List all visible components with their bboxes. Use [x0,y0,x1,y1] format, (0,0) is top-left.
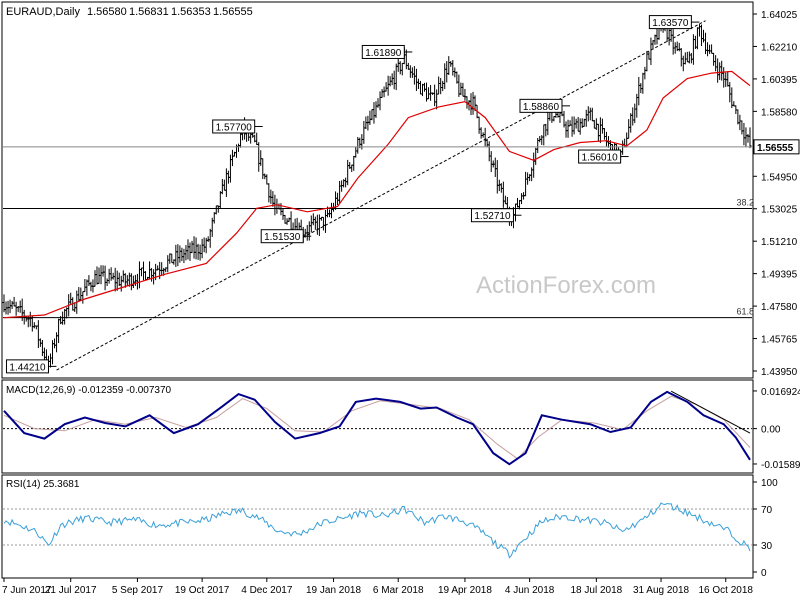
fib-label: 61.8 [736,307,754,317]
watermark: ActionForex.com [476,272,656,299]
price-callout-box [519,98,563,113]
macd-indicator: 0.016924 0.00 -0.01589 [3,387,800,471]
chart-symbol: EURAUD,Daily [6,6,80,18]
date-tick-label: 4 Jun 2018 [505,585,555,596]
macd-trendline [670,390,751,434]
price-callout-text: 1.51530 [264,232,301,243]
price-callout-text: 1.44210 [9,362,46,373]
macd-tick-label: -0.01589 [761,460,800,471]
price-callout-text: 1.61890 [365,48,402,59]
price-callout-box [578,149,622,164]
price-bar [748,127,752,149]
rsi-line [3,502,751,559]
ohlc-high: 1.56831 [129,6,169,18]
price-trendline [56,20,706,371]
price-tick-label: 1.58580 [761,107,798,118]
price-callout: 1.52710 [470,208,522,223]
price-tick-label: 1.45765 [761,335,798,346]
date-tick-label: 18 Jul 2018 [570,585,622,596]
ascending-trendline [56,20,706,371]
ohlc-open: 1.56580 [87,6,127,18]
date-tick-label: 21 Jul 2017 [45,585,97,596]
price-callout: 1.63570 [648,15,700,30]
price-callout: 1.44210 [5,359,57,374]
price-tick-label: 1.47580 [761,302,798,313]
price-tick-label: 1.62210 [761,42,798,53]
macd-title: MACD(12,26,9) -0.012359 -0.007370 [6,385,172,396]
rsi-tick-label: 100 [761,478,778,489]
ohlc-low: 1.56353 [171,6,211,18]
rsi-tick-label: 70 [761,505,773,516]
current-price: 1.56555 [3,139,800,155]
macd-main-line [3,390,751,466]
rsi-tick-label: 30 [761,541,773,552]
price-bars [2,15,752,371]
price-labels: 1.44210 1.57700 1.51530 1.61890 1.52710 1.588… [5,15,700,374]
date-tick-label: 16 Oct 2018 [698,585,753,596]
price-tick-label: 1.49395 [761,270,798,281]
date-tick-label: 7 Jun 2017 [2,585,52,596]
price-callout-box [260,229,304,244]
price-callout: 1.61890 [361,44,413,59]
price-callout-text: 1.58860 [523,102,560,113]
macd-panel-frame [1,379,754,474]
current-price-box [753,139,800,155]
price-callout-box [470,208,514,223]
sma-line [3,70,751,319]
fibonacci-lines: 38.2 61.8 [3,197,754,319]
price-tick-label: 1.51210 [761,237,798,248]
rsi-title: RSI(14) 25.3681 [6,479,80,490]
macd-tick-label: 0.00 [761,425,781,436]
price-tick-label: 1.54950 [761,172,798,183]
price-callout: 1.58860 [519,98,570,113]
price-callout: 1.57700 [212,119,263,134]
rsi-tick-label: 0 [761,568,767,579]
date-tick-label: 6 Mar 2018 [373,585,424,596]
fib-label: 38.2 [736,197,754,207]
rsi-indicator: 100 70 30 0 [3,478,778,579]
date-tick-label: 19 Jan 2018 [306,585,361,596]
price-callout-text: 1.63570 [652,18,689,29]
price-callout-box [212,119,256,134]
date-tick-label: 19 Oct 2017 [175,585,230,596]
price-tick-label: 1.64025 [761,10,798,21]
price-tick-label: 1.43950 [761,367,798,378]
date-tick-label: 4 Dec 2017 [241,585,293,596]
price-callout-box [361,44,405,59]
macd-tick-label: 0.016924 [761,387,800,398]
ohlc-close: 1.56555 [213,6,253,18]
moving-average [3,70,751,319]
price-callout: 1.56010 [578,149,629,164]
date-tick-label: 19 Apr 2018 [438,585,492,596]
price-callout-box [648,15,692,30]
current-price-label: 1.56555 [757,143,794,154]
price-panel-frame [1,1,754,379]
price-callout-text: 1.52710 [474,211,511,222]
price-callout: 1.51530 [260,229,312,244]
price-callout-box [5,359,49,374]
date-tick-label: 5 Sep 2017 [112,585,164,596]
date-tick-label: 31 Aug 2018 [633,585,690,596]
rsi-panel-frame [1,474,754,579]
price-tick-label: 1.60395 [761,75,798,86]
price-tick-label: 1.53025 [761,205,798,216]
macd-signal-line [3,395,751,460]
price-callout-text: 1.57700 [216,122,253,133]
price-callout-text: 1.56010 [582,153,619,164]
